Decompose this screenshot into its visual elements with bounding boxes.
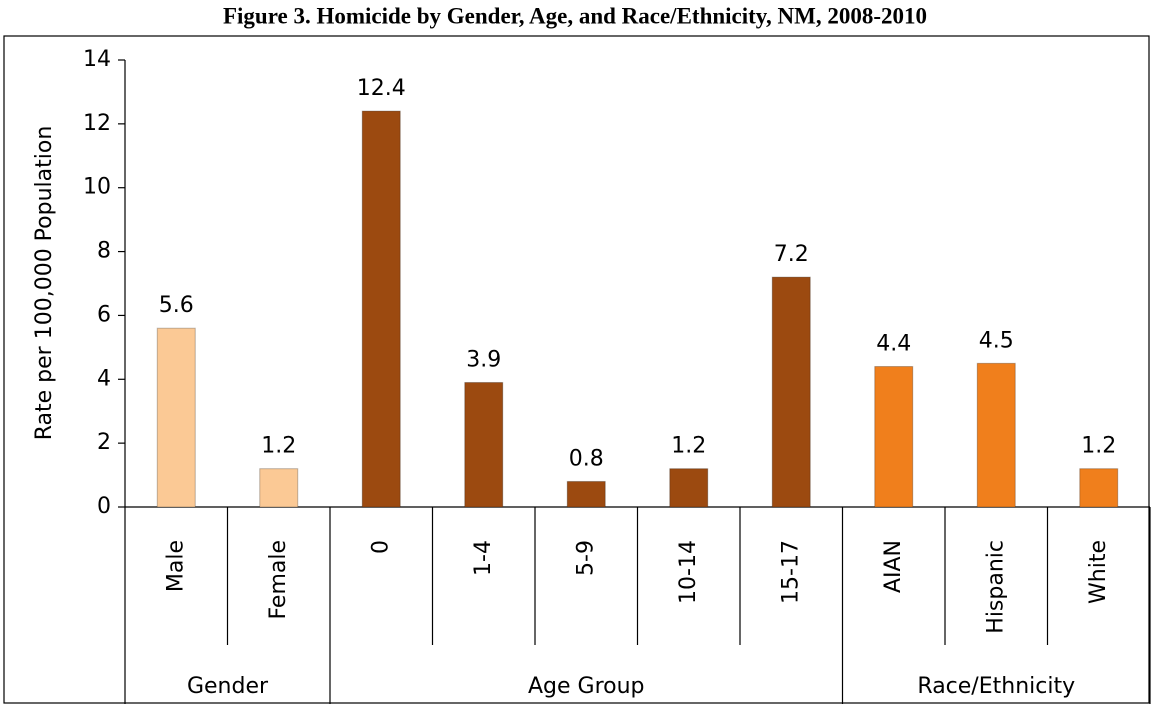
y-tick-label: 0: [97, 494, 111, 519]
value-label: 7.2: [774, 242, 809, 267]
y-axis-label: Rate per 100,000 Population: [32, 126, 57, 441]
value-label: 3.9: [466, 347, 501, 372]
x-tick-label: Female: [266, 540, 291, 620]
x-tick-label: White: [1086, 540, 1111, 604]
value-label: 4.5: [979, 328, 1014, 353]
y-tick-label: 4: [97, 366, 111, 391]
y-tick-label: 6: [97, 302, 111, 327]
x-tick-label: 15-17: [778, 540, 803, 604]
value-label: 12.4: [357, 76, 406, 101]
group-label: Race/Ethnicity: [917, 674, 1075, 699]
chart-frame: [3, 35, 1150, 704]
bar: [976, 362, 1016, 508]
y-tick-label: 12: [83, 111, 111, 136]
value-label: 5.6: [159, 293, 194, 318]
x-tick-label: 10-14: [676, 540, 701, 604]
bar: [669, 468, 709, 508]
x-tick-label: Male: [163, 540, 188, 592]
bar: [874, 366, 914, 508]
bar: [156, 327, 196, 508]
value-label: 1.2: [671, 434, 706, 459]
bar: [259, 468, 299, 508]
group-label: Gender: [187, 674, 269, 699]
value-label: 4.4: [876, 332, 911, 357]
y-tick-label: 14: [83, 47, 111, 72]
value-label: 0.8: [569, 446, 604, 471]
y-tick-label: 8: [97, 239, 111, 264]
group-label: Age Group: [528, 674, 645, 699]
x-tick-label: AIAN: [881, 540, 906, 593]
bar: [566, 480, 606, 508]
y-tick-label: 10: [83, 175, 111, 200]
bar: [1079, 468, 1119, 508]
x-tick-label: 0: [368, 540, 393, 554]
bar: [771, 276, 811, 508]
x-tick-label: 5-9: [573, 540, 598, 576]
y-tick-label: 2: [97, 430, 111, 455]
x-tick-label: Hispanic: [983, 540, 1008, 634]
chart-title: Figure 3. Homicide by Gender, Age, and R…: [223, 3, 927, 28]
x-tick-label: 1-4: [471, 540, 496, 576]
value-label: 1.2: [1081, 434, 1116, 459]
bar: [464, 381, 504, 508]
bar: [361, 110, 401, 508]
value-label: 1.2: [261, 434, 296, 459]
